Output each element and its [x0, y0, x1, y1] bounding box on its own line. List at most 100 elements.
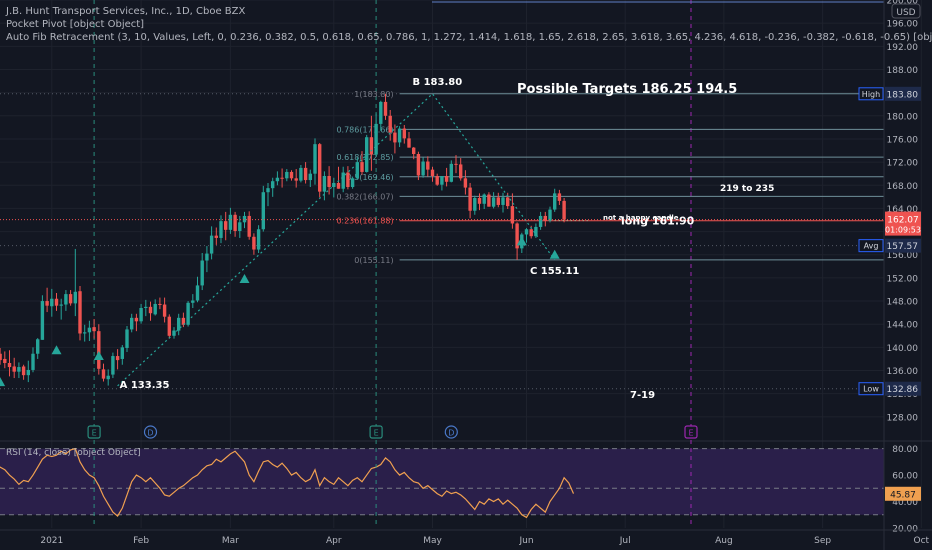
candle-body [233, 214, 237, 231]
price-tick-label: 200.00 [887, 0, 919, 7]
level-badge-value-bg [885, 238, 921, 253]
event-marker-D[interactable]: D [143, 425, 158, 439]
event-marker-label: E [374, 429, 379, 438]
candle-body [214, 235, 218, 238]
candle [78, 286, 82, 341]
level-badge-high[interactable]: High 183.80 [858, 86, 921, 101]
candle [200, 253, 204, 291]
candle [125, 325, 129, 352]
candle [83, 324, 87, 342]
candle-body [181, 317, 186, 325]
indicator-pocket-pivot[interactable]: Pocket Pivot [object Object] [6, 19, 144, 30]
candle-body [280, 177, 284, 179]
candle [73, 248, 77, 317]
candle [195, 276, 200, 303]
candle [463, 170, 468, 195]
candle-body [106, 375, 110, 380]
candle-body [219, 221, 223, 238]
indicator-auto-fib[interactable]: Auto Fib Retracement (3, 10, Values, Lef… [6, 32, 932, 43]
candle-body [111, 356, 115, 375]
candle-body [374, 123, 378, 155]
event-marker-label: D [147, 429, 153, 438]
candle-body [144, 306, 148, 308]
candle [515, 222, 519, 260]
vertical-markers [93, 0, 692, 528]
long-entry-note[interactable]: long 161.90 [621, 215, 695, 228]
candle [308, 169, 312, 187]
candle [26, 360, 30, 383]
event-marker-E[interactable]: E [369, 425, 383, 439]
rsi-title[interactable]: RSI (14, close) [object Object] [6, 448, 141, 458]
candle-body [87, 327, 92, 333]
candle-body [360, 162, 364, 172]
candles [0, 93, 566, 386]
target-range-note[interactable]: 219 to 235 [720, 184, 774, 194]
price-tick-label: 136.00 [887, 367, 919, 377]
candle [397, 126, 402, 148]
candle [64, 290, 68, 311]
label-point-c[interactable]: C 155.11 [530, 266, 579, 277]
candle [12, 357, 16, 379]
candle-body [3, 358, 7, 363]
candle [402, 125, 406, 144]
candle-body [275, 177, 280, 182]
candle [242, 211, 247, 229]
candle [510, 193, 515, 229]
event-marker-E[interactable]: E [684, 425, 698, 439]
currency-badge[interactable]: USD [891, 3, 921, 19]
time-axis[interactable]: 2021 Feb Mar Apr May Jun Jul Aug Sep Oct [0, 529, 932, 546]
pocket-pivot-triangle [0, 377, 6, 387]
level-badge-low[interactable]: Low 132.86 [858, 381, 921, 396]
candle-body [78, 291, 82, 334]
date-note[interactable]: 7-19 [630, 390, 655, 401]
event-marker-D[interactable]: D [444, 425, 458, 439]
candle [209, 226, 214, 260]
candle-body [538, 215, 543, 227]
candle-body [252, 236, 256, 250]
candle [59, 298, 63, 320]
candle-body [125, 329, 129, 348]
time-tick-label: 2021 [40, 536, 63, 546]
candle-body [402, 128, 406, 139]
label-point-b[interactable]: B 183.80 [413, 77, 463, 88]
candle [496, 192, 500, 208]
event-marker-label: E [92, 429, 97, 438]
candle [144, 299, 148, 317]
candle [181, 312, 186, 328]
level-badge-value-bg [885, 381, 921, 396]
time-tick-label: Mar [222, 536, 239, 546]
price-tick-label: 168.00 [887, 182, 919, 192]
pocket-pivot-triangle [51, 345, 62, 355]
event-marker-E[interactable]: E [87, 425, 101, 439]
candle [524, 228, 529, 243]
level-badge-avg[interactable]: Avg 157.57 [858, 238, 921, 253]
candle-body [12, 366, 16, 372]
candle-body [440, 176, 444, 185]
possible-targets-note[interactable]: Possible Targets 186.25 194.5 [517, 82, 737, 97]
candle [115, 349, 120, 370]
candle-body [0, 353, 2, 361]
candle-body [557, 193, 562, 201]
candle-body [45, 301, 49, 306]
last-price-badge-bg [885, 211, 921, 236]
label-point-a[interactable]: A 133.35 [120, 380, 170, 391]
candle-body [355, 162, 359, 179]
candle [224, 211, 228, 241]
candle-body [73, 291, 77, 304]
candle-body [397, 128, 402, 143]
candle-comment-note[interactable]: not a happy candle [603, 214, 679, 222]
candle [68, 290, 73, 306]
candle-body [148, 306, 153, 314]
candle [40, 295, 45, 340]
candle [92, 319, 96, 339]
candle-body [21, 366, 26, 376]
candle-body [256, 229, 261, 250]
price-axis[interactable]: 128.00132.00136.00140.00144.00148.00152.… [858, 0, 921, 550]
pocket-pivot-triangle [549, 249, 560, 259]
candle-body [350, 178, 355, 187]
candle [153, 299, 157, 316]
candle [421, 157, 425, 178]
